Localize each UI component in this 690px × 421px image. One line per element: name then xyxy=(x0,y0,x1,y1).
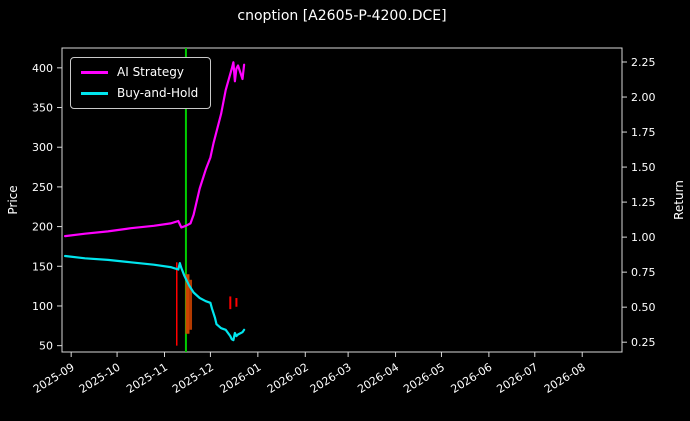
svg-text:50: 50 xyxy=(39,340,53,353)
svg-text:1.50: 1.50 xyxy=(631,161,656,174)
svg-text:2025-10: 2025-10 xyxy=(77,361,123,396)
svg-text:350: 350 xyxy=(32,102,53,115)
svg-text:1.25: 1.25 xyxy=(631,196,656,209)
svg-text:2.00: 2.00 xyxy=(631,91,656,104)
svg-text:2.25: 2.25 xyxy=(631,56,656,69)
chart-title: cnoption [A2605-P-4200.DCE] xyxy=(237,8,447,24)
svg-text:2026-02: 2026-02 xyxy=(265,361,311,396)
svg-text:2026-07: 2026-07 xyxy=(495,361,541,396)
svg-text:1.75: 1.75 xyxy=(631,126,656,139)
svg-text:250: 250 xyxy=(32,181,53,194)
svg-text:2026-05: 2026-05 xyxy=(401,361,447,396)
svg-text:1.00: 1.00 xyxy=(631,231,656,244)
legend-line-buy-and-hold xyxy=(81,91,108,95)
svg-text:2026-08: 2026-08 xyxy=(542,361,588,396)
svg-text:2026-03: 2026-03 xyxy=(308,361,354,396)
svg-text:100: 100 xyxy=(32,300,53,313)
svg-text:2026-06: 2026-06 xyxy=(449,361,495,396)
legend: AI Strategy Buy-and-Hold xyxy=(70,57,212,109)
legend-item-buy-and-hold: Buy-and-Hold xyxy=(81,86,198,100)
svg-text:200: 200 xyxy=(32,221,53,234)
svg-text:150: 150 xyxy=(32,260,53,273)
svg-text:300: 300 xyxy=(32,141,53,154)
svg-text:400: 400 xyxy=(32,62,53,75)
svg-text:2025-12: 2025-12 xyxy=(170,361,216,396)
svg-text:2026-01: 2026-01 xyxy=(218,361,264,396)
svg-text:2025-09: 2025-09 xyxy=(31,361,77,396)
legend-label-ai-strategy: AI Strategy xyxy=(117,65,184,79)
svg-text:0.50: 0.50 xyxy=(631,301,656,314)
legend-label-buy-and-hold: Buy-and-Hold xyxy=(117,86,199,100)
legend-item-ai-strategy: AI Strategy xyxy=(81,65,198,79)
legend-line-ai-strategy xyxy=(81,70,108,74)
svg-text:0.25: 0.25 xyxy=(631,336,656,349)
svg-text:2026-04: 2026-04 xyxy=(355,361,401,396)
svg-text:0.75: 0.75 xyxy=(631,266,656,279)
svg-text:2025-11: 2025-11 xyxy=(124,361,170,396)
